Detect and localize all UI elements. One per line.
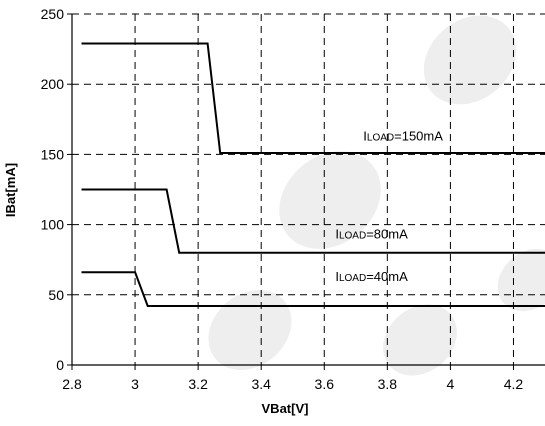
y-tick-label: 150 xyxy=(41,146,65,162)
y-tick-label: 100 xyxy=(41,217,65,233)
x-tick-label: 3.6 xyxy=(315,376,335,392)
watermark-shape xyxy=(485,236,545,324)
x-tick-label: 3.8 xyxy=(378,376,398,392)
y-axis-title: IBat[mA] xyxy=(3,163,18,217)
y-tick-label: 50 xyxy=(48,287,64,303)
x-tick-labels: 2.8 3 3.2 3.4 3.6 3.8 4 4.2 xyxy=(62,376,523,392)
x-tick-label: 4.2 xyxy=(504,376,524,392)
x-tick-label: 3 xyxy=(131,376,139,392)
y-tick-labels: 0 50 100 150 200 250 xyxy=(41,6,65,373)
y-tick-label: 0 xyxy=(56,357,64,373)
x-axis-title: VBat[V] xyxy=(262,401,309,416)
x-tick-label: 4 xyxy=(447,376,455,392)
y-tick-label: 250 xyxy=(41,6,65,22)
series-label: ILOAD=40mA xyxy=(335,269,408,284)
watermark-shape xyxy=(192,273,307,386)
watermark-shape xyxy=(406,0,534,123)
series-label: ILOAD=150mA xyxy=(363,128,443,143)
x-tick-label: 2.8 xyxy=(62,376,82,392)
watermark-shapes xyxy=(192,0,545,390)
watermark-shape xyxy=(260,131,401,269)
x-tick-label: 3.4 xyxy=(251,376,271,392)
series-line xyxy=(82,272,545,306)
y-tick-label: 200 xyxy=(41,76,65,92)
x-tick-label: 3.2 xyxy=(188,376,208,392)
